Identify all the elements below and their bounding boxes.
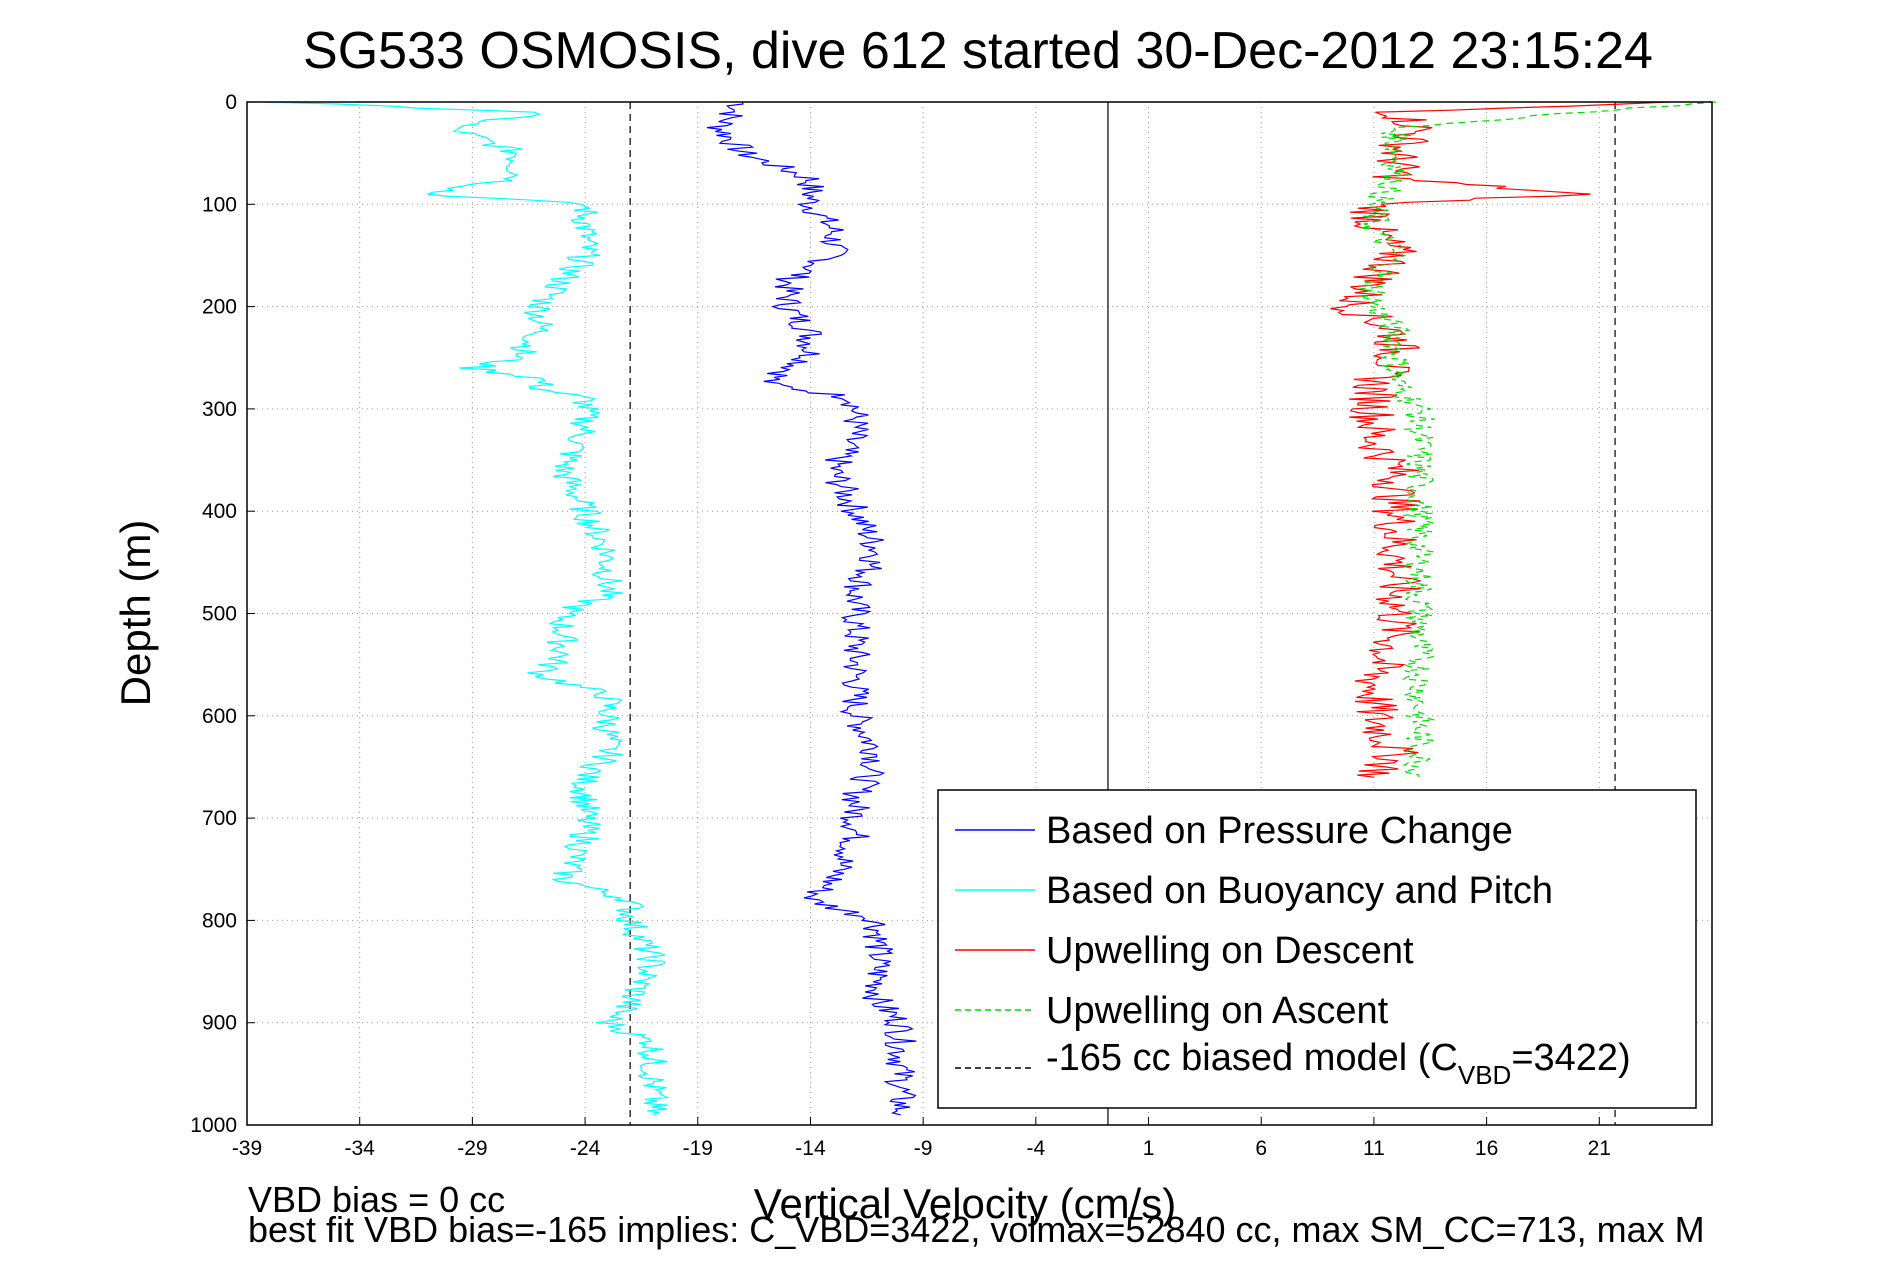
legend-label-pressure: Based on Pressure Change bbox=[1046, 810, 1513, 852]
series-line bbox=[1330, 101, 1670, 778]
legend-model-prefix: -165 cc biased model (C bbox=[1046, 1037, 1458, 1079]
x-axis-label: Vertical Velocity (cm/s) bbox=[754, 1180, 1176, 1227]
x-tick-label: -4 bbox=[1027, 1137, 1046, 1160]
x-tick-label: -9 bbox=[914, 1137, 933, 1160]
series-line bbox=[706, 101, 917, 1116]
series-line bbox=[263, 101, 670, 1116]
y-axis-ticks: 0 100 200 300 400 500 600 700 800 900 1000 bbox=[190, 91, 255, 1137]
x-axis-ticks: -39 -34 -29 -24 -19 -14 -9 -4 1 6 11 16 21 bbox=[232, 1117, 1611, 1160]
y-axis-label: Depth (m) bbox=[112, 520, 159, 707]
y-tick-label: 400 bbox=[202, 500, 237, 523]
x-tick-label: -39 bbox=[232, 1137, 262, 1160]
x-tick-label: 6 bbox=[1255, 1137, 1267, 1160]
x-tick-label: -34 bbox=[345, 1137, 376, 1160]
x-tick-label: -24 bbox=[570, 1137, 601, 1160]
legend-label-descent: Upwelling on Descent bbox=[1046, 930, 1414, 972]
footer-line-1: VBD bias = 0 cc bbox=[248, 1179, 505, 1220]
y-tick-label: 600 bbox=[202, 705, 237, 728]
y-tick-label: 800 bbox=[202, 909, 237, 932]
series-line bbox=[1359, 101, 1717, 778]
x-tick-label: 21 bbox=[1588, 1137, 1611, 1160]
x-tick-label: -29 bbox=[457, 1137, 487, 1160]
legend-label-model: -165 cc biased model (CVBD=3422) bbox=[1046, 1037, 1631, 1090]
y-tick-label: 0 bbox=[225, 91, 237, 114]
legend-model-suffix: =3422) bbox=[1511, 1037, 1630, 1079]
x-tick-label: 11 bbox=[1363, 1137, 1385, 1160]
legend-model-subscript: VBD bbox=[1458, 1060, 1511, 1090]
x-tick-label: -19 bbox=[683, 1137, 713, 1160]
y-tick-label: 900 bbox=[202, 1012, 237, 1035]
x-tick-label: 1 bbox=[1143, 1137, 1155, 1160]
y-tick-label: 300 bbox=[202, 398, 237, 421]
x-tick-label: -14 bbox=[795, 1137, 826, 1160]
y-tick-label: 500 bbox=[202, 603, 237, 626]
legend-label-ascent: Upwelling on Ascent bbox=[1046, 990, 1389, 1032]
footer-line-2: best fit VBD bias=-165 implies: C_VBD=34… bbox=[248, 1209, 1705, 1250]
chart-title: SG533 OSMOSIS, dive 612 started 30-Dec-2… bbox=[303, 22, 1653, 80]
series-lines bbox=[263, 101, 1717, 1116]
legend-box bbox=[937, 789, 1697, 1109]
legend-label-buoyancy: Based on Buoyancy and Pitch bbox=[1046, 870, 1553, 912]
x-tick-label: 16 bbox=[1475, 1137, 1498, 1160]
y-tick-label: 1000 bbox=[190, 1114, 237, 1137]
y-tick-label: 700 bbox=[202, 807, 237, 830]
y-tick-label: 100 bbox=[202, 193, 237, 216]
chart-legend: Based on Pressure Change Based on Buoyan… bbox=[937, 789, 1697, 1109]
y-tick-label: 200 bbox=[202, 296, 237, 319]
